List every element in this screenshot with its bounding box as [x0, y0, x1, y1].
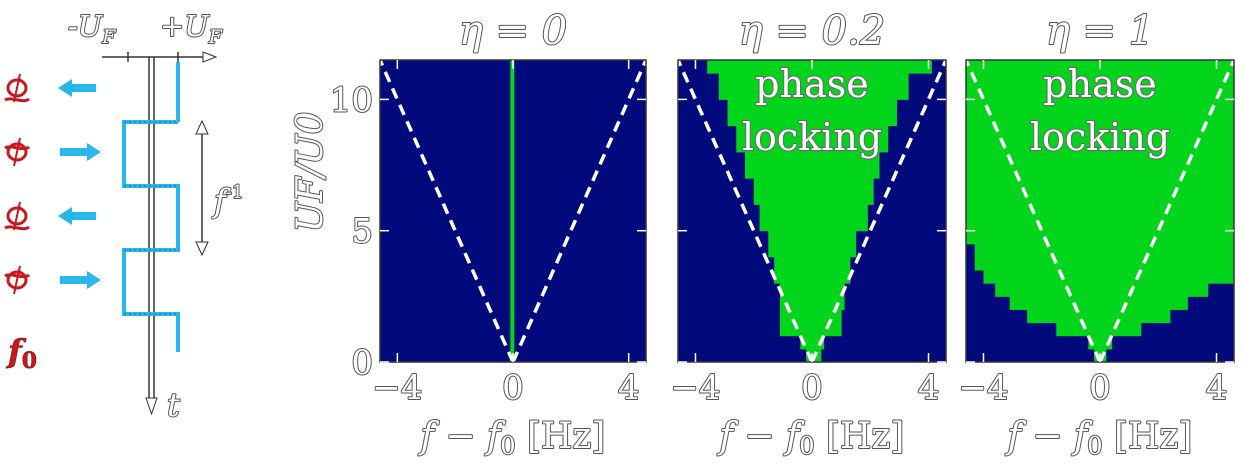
- schematic: -UF +UF t f-1 f0: [4, 8, 244, 425]
- force-arrow-left: [58, 79, 96, 97]
- locking-cell: [966, 60, 1234, 245]
- locking-cell: [800, 335, 825, 350]
- y-axis-label: UF/U0: [289, 111, 332, 234]
- locking-cell: [753, 178, 874, 205]
- locking-cell: [779, 283, 845, 310]
- force-arrow-right: [60, 271, 101, 289]
- period-label: f-1: [212, 182, 243, 220]
- locking-cell: [736, 125, 889, 153]
- locking-cell: [1056, 322, 1142, 337]
- boundary-line-right: [810, 60, 946, 362]
- phase-locking-label: phase: [755, 62, 868, 106]
- f0-label: f0: [6, 332, 37, 374]
- minus-uf-label: -UF: [68, 9, 116, 48]
- x-tick-label: 0: [1089, 368, 1111, 408]
- boundary-line-left: [380, 60, 515, 362]
- locking-cell: [983, 270, 1234, 284]
- uf-axis-arrowhead: [202, 51, 218, 63]
- boundary-line-right: [1098, 60, 1234, 362]
- x-tick-label: 4: [618, 368, 640, 408]
- panel-title: η = 0.2: [739, 8, 886, 54]
- locking-cell: [1088, 335, 1113, 350]
- x-axis-label: f − f0 [Hz]: [1005, 416, 1193, 460]
- locking-cell: [759, 204, 868, 232]
- boundary-line-left: [966, 60, 1102, 362]
- x-tick-label: 4: [918, 368, 940, 408]
- locking-cell: [707, 60, 932, 74]
- x-tick-label: 0: [801, 368, 823, 408]
- y-tick-label: 10: [330, 80, 373, 120]
- panel-title: η = 0: [459, 8, 567, 54]
- panel-2: −4 0 4 η = 0.2 f − f0 [Hz] phase locking: [669, 7, 947, 461]
- oscillator-icon: [4, 201, 30, 231]
- force-arrows: [58, 79, 101, 289]
- plus-uf-label: +UF: [160, 9, 223, 48]
- y-tick-label: 5: [351, 212, 373, 252]
- y-tick-label: 0: [351, 343, 373, 383]
- x-tick-label: 4: [1206, 368, 1228, 408]
- locking-line: [510, 60, 515, 362]
- phase-locking-label: phase: [1043, 62, 1156, 106]
- oscillator-column: [4, 73, 30, 295]
- panel-title: η = 1: [1046, 8, 1154, 54]
- phase-locking-label: locking: [742, 115, 882, 159]
- oscillator-icon: [4, 137, 30, 167]
- x-axis-label: f − f0 [Hz]: [717, 416, 905, 460]
- locking-cell: [774, 256, 851, 284]
- x-tick-label: −4: [670, 368, 720, 408]
- boundary-line-left: [678, 60, 814, 362]
- locking-cell: [1009, 296, 1188, 310]
- x-axis-label: f − f0 [Hz]: [418, 416, 606, 460]
- locking-cell: [718, 73, 909, 100]
- boundary-line-right: [511, 60, 646, 362]
- phase-locking-label: locking: [1030, 115, 1170, 159]
- locking-cell: [1027, 309, 1171, 324]
- force-arrow-left: [58, 207, 96, 225]
- x-tick-label: −4: [958, 368, 1008, 408]
- time-axis-arrowhead: [145, 397, 158, 416]
- x-tick-label: 0: [502, 368, 524, 408]
- force-arrow-right: [60, 143, 101, 161]
- oscillator-icon: [4, 265, 30, 295]
- locking-cell: [768, 230, 857, 258]
- locking-cell: [995, 283, 1209, 297]
- locking-cell: [974, 243, 1234, 271]
- locking-cell: [727, 99, 897, 127]
- panel-3: −4 0 4 η = 1 f − f0 [Hz] phase locking: [957, 7, 1235, 461]
- x-tick-label: −4: [372, 368, 422, 408]
- locking-cell: [779, 309, 842, 337]
- y-axis-label-text: UF/U0: [290, 112, 331, 233]
- time-label: t: [167, 386, 180, 424]
- square-wave-signal: [122, 62, 180, 352]
- locking-cell: [745, 151, 880, 179]
- oscillator-icon: [4, 73, 30, 103]
